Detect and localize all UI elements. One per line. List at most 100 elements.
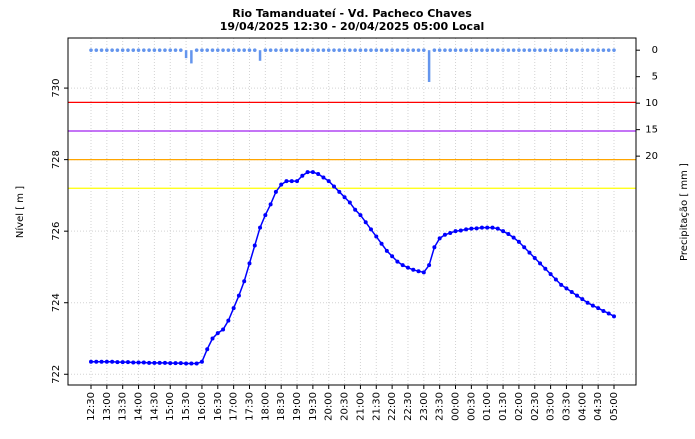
x-tick-label: 00:30	[466, 392, 477, 421]
level-point	[289, 179, 294, 184]
precip-point	[342, 48, 347, 52]
level-point	[284, 179, 289, 184]
x-tick-label: 22:00	[387, 392, 398, 421]
level-point	[437, 236, 442, 241]
precip-point	[237, 48, 241, 52]
level-point	[110, 359, 115, 364]
level-point	[353, 207, 358, 212]
precip-point	[120, 48, 125, 52]
precip-point	[564, 48, 569, 52]
precip-point	[99, 48, 104, 52]
x-tick-label: 12:30	[86, 392, 97, 421]
precip-point	[173, 48, 178, 52]
x-tick-label: 04:30	[593, 392, 604, 421]
precip-point	[480, 48, 484, 52]
x-tick-label: 22:30	[403, 392, 414, 421]
level-point	[501, 229, 506, 234]
x-tick-label: 13:30	[118, 392, 129, 421]
level-point	[448, 230, 453, 235]
level-point	[368, 227, 373, 232]
precip-point	[522, 48, 526, 52]
level-point	[184, 361, 189, 366]
x-tick-label: 18:30	[276, 392, 287, 421]
precip-point	[205, 48, 210, 52]
precip-point	[168, 48, 173, 52]
level-point	[485, 225, 490, 230]
precip-point	[422, 48, 426, 52]
precip-point	[94, 48, 99, 52]
precip-point	[369, 48, 373, 52]
level-point	[495, 226, 500, 231]
level-point	[131, 360, 136, 365]
level-point	[421, 270, 426, 275]
precip-point	[142, 48, 146, 52]
precip-point	[596, 48, 600, 52]
level-point	[99, 359, 104, 364]
x-tick-label: 21:30	[371, 392, 382, 421]
level-point	[337, 189, 342, 194]
level-point	[442, 232, 447, 237]
y2-tick-label: 0	[652, 45, 658, 56]
y-tick-label: 726	[51, 222, 62, 241]
x-tick-label: 16:30	[213, 392, 224, 421]
precip-point	[395, 48, 400, 52]
precip-point	[374, 48, 379, 52]
precip-point	[548, 48, 553, 52]
x-tick-label: 19:00	[292, 392, 303, 421]
y2-tick-label: 5	[652, 72, 658, 83]
x-tick-label: 23:00	[419, 392, 430, 421]
level-point	[194, 361, 199, 366]
level-point	[199, 359, 204, 364]
precip-point	[490, 48, 495, 52]
level-point	[458, 228, 463, 233]
plot-frame	[67, 37, 637, 386]
level-point	[590, 303, 595, 308]
precip-point	[379, 48, 384, 52]
level-point	[532, 256, 537, 261]
level-point	[152, 360, 157, 365]
level-point	[247, 261, 252, 266]
x-tick-label: 02:30	[530, 392, 541, 421]
x-tick-label: 21:00	[355, 392, 366, 421]
precip-point	[200, 48, 204, 52]
level-point	[490, 225, 495, 230]
level-point	[395, 259, 400, 264]
x-tick-label: 18:00	[260, 392, 271, 421]
level-point	[363, 220, 368, 225]
y-axis-label: Nível [ m ]	[14, 186, 26, 238]
precip-point	[179, 48, 183, 52]
level-point	[553, 277, 558, 282]
precip-point	[194, 48, 199, 52]
precip-point	[606, 48, 611, 52]
level-point	[379, 241, 384, 246]
level-point	[506, 232, 511, 237]
precip-point	[469, 48, 474, 52]
level-point	[411, 267, 416, 272]
precip-point	[242, 48, 247, 52]
level-point	[263, 213, 268, 218]
level-line	[91, 171, 615, 365]
x-tick-label: 17:00	[229, 392, 240, 421]
precip-point	[464, 48, 468, 52]
precip-point	[353, 48, 357, 52]
precip-point	[358, 48, 363, 52]
precip-point	[348, 48, 352, 52]
level-point	[564, 286, 569, 291]
precip-point	[321, 48, 326, 52]
precip-point	[506, 48, 511, 52]
level-point	[104, 359, 109, 364]
level-point	[120, 360, 125, 365]
precip-point	[126, 48, 130, 52]
precip-point	[443, 48, 447, 52]
precip-point	[332, 48, 336, 52]
precip-point	[448, 48, 453, 52]
precip-point	[105, 48, 109, 52]
level-point	[215, 331, 220, 336]
x-tick-label: 01:30	[498, 392, 509, 421]
precip-point	[390, 48, 394, 52]
precip-point	[115, 48, 120, 52]
level-point	[569, 289, 574, 294]
level-point	[236, 293, 241, 298]
x-tick-label: 14:00	[134, 392, 145, 421]
precip-point	[279, 48, 283, 52]
